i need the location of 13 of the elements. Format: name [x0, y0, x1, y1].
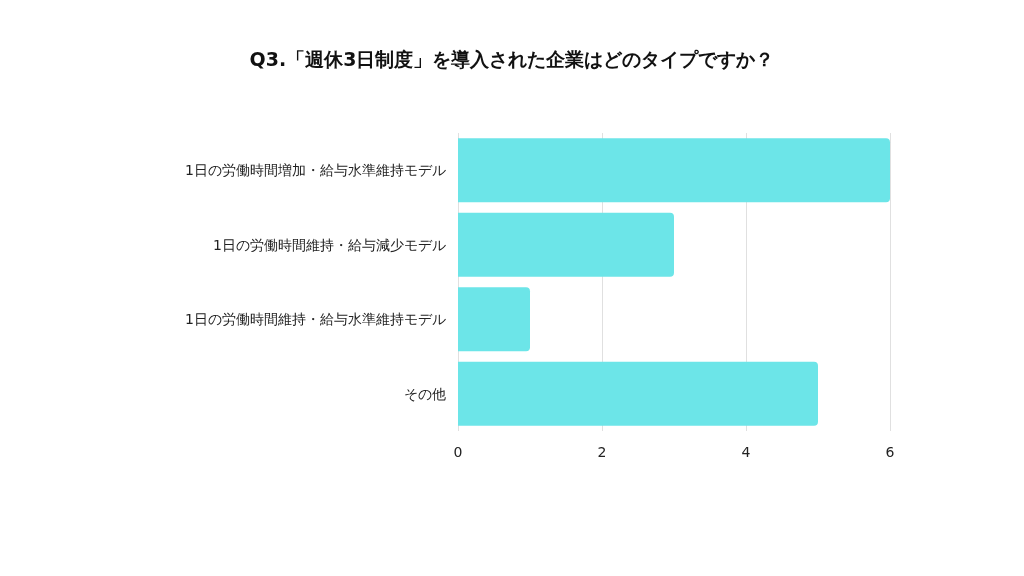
- x-tick-label: 2: [597, 444, 607, 460]
- y-tick-label: 1日の労働時間増加・給与水準維持モデル: [185, 162, 446, 179]
- bar: [458, 138, 890, 203]
- y-tick-label: 1日の労働時間維持・給与水準維持モデル: [185, 311, 446, 328]
- bar: [458, 287, 530, 352]
- chart-title: Q3.「週休3日制度」を導入された企業はどのタイプですか？: [249, 47, 775, 70]
- x-tick-label: 6: [885, 444, 895, 460]
- x-tick-label: 0: [453, 444, 463, 460]
- bar: [458, 361, 818, 426]
- bar: [458, 212, 674, 277]
- x-tick-label: 4: [741, 444, 751, 460]
- y-tick-label: 1日の労働時間維持・給与減少モデル: [213, 236, 446, 253]
- y-tick-label: その他: [404, 385, 446, 402]
